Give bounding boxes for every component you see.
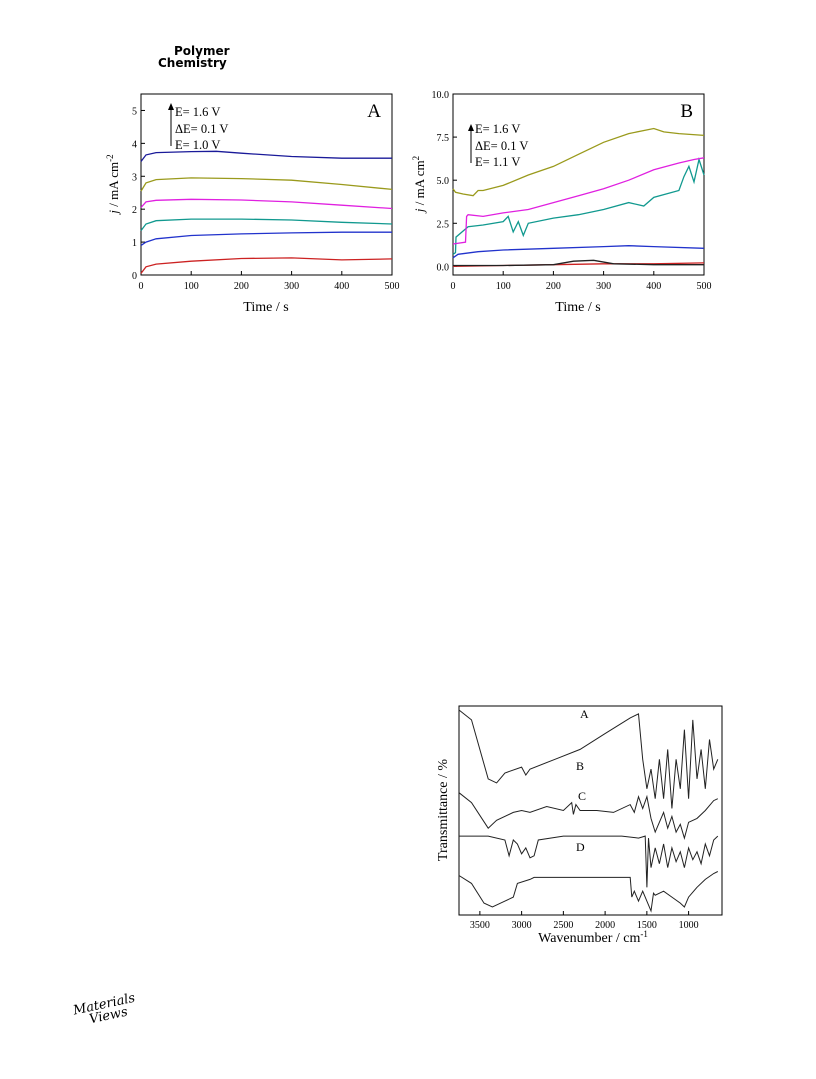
series-line-4 (140, 198, 393, 210)
series-label-b: B (576, 759, 584, 773)
annotation-step: ΔE= 0.1 V (175, 122, 228, 136)
plot-frame (452, 93, 705, 276)
series-label-a: A (580, 707, 589, 721)
journal-title-line2: Chemistry (158, 56, 227, 70)
x-tick-label: 3000 (512, 920, 532, 931)
x-tick-label: 100 (184, 281, 199, 292)
y-tick-label: 4 (132, 139, 137, 150)
chart-ftir: 3500 3000 2500 2000 1500 1000 Wavenumber / cm… (436, 705, 723, 946)
spectrum-A (458, 709, 719, 809)
y-tick-label: 7.5 (437, 133, 450, 144)
y-tick-label: 10.0 (432, 90, 450, 101)
annotation-bottom: E= 1.0 V (175, 138, 220, 152)
x-tick-label: 300 (596, 281, 611, 292)
materials-views-logo: Materials Views (72, 991, 139, 1030)
annotation-top: E= 1.6 V (175, 105, 220, 119)
series-line-4 (452, 157, 705, 255)
spectrum-D (458, 871, 719, 913)
journal-title-line1: Polymer (174, 44, 230, 58)
x-tick-label: 0 (451, 281, 456, 292)
chart-panel-a: 0 100 200 300 400 500 0 1 2 3 4 5 A E= 1.6 V ΔE= 0.… (105, 93, 400, 315)
series-line-5 (140, 177, 393, 192)
y-tick-label: 2.5 (437, 219, 450, 230)
spectrum-B (458, 792, 719, 840)
series-line-6 (452, 127, 705, 197)
chart-panel-b: 0 100 200 300 400 500 0.0 2.5 5.0 7.5 10.0 B E= 1.… (411, 90, 712, 315)
series-line-2 (140, 231, 392, 246)
increase-arrow-head (168, 103, 174, 110)
x-tick-label: 3500 (470, 920, 490, 931)
spectrum-C (459, 835, 719, 888)
y-tick-label: 2 (132, 205, 137, 216)
journal-title: Polymer Chemistry (158, 45, 230, 69)
x-tick-label: 100 (496, 281, 511, 292)
x-axis-label: Wavenumber / cm-1 (538, 929, 648, 946)
series-line-3 (140, 218, 393, 231)
series-label-c: C (578, 789, 586, 803)
y-axis-label: Transmittance / % (436, 759, 451, 861)
annotation-bottom: E= 1.1 V (475, 155, 520, 169)
x-tick-label: 2500 (553, 920, 573, 931)
x-tick-label: 0 (139, 281, 144, 292)
series-line-6 (140, 150, 392, 162)
increase-arrow-head (468, 124, 474, 131)
series-label-d: D (576, 840, 585, 854)
x-tick-label: 500 (385, 281, 400, 292)
x-tick-label: 2000 (595, 920, 615, 931)
y-tick-label: 3 (132, 172, 137, 183)
x-tick-label: 1500 (637, 920, 657, 931)
y-axis-label: j / mA cm2 (411, 156, 427, 214)
y-tick-label: 5.0 (437, 176, 450, 187)
y-tick-label: 5 (132, 106, 137, 117)
series-line-3 (452, 245, 705, 259)
annotation-step: ΔE= 0.1 V (475, 139, 528, 153)
panel-label: B (680, 101, 693, 122)
x-axis-label: Time / s (243, 300, 288, 315)
y-tick-label: 0 (132, 271, 137, 282)
series-line-5 (452, 157, 705, 245)
y-axis-label: j / mA cm-2 (105, 154, 121, 215)
panel-label: A (367, 101, 381, 122)
x-tick-label: 200 (546, 281, 561, 292)
x-axis-label: Time / s (555, 300, 600, 315)
y-tick-label: 1 (132, 238, 137, 249)
series-line-1 (140, 257, 393, 274)
series-line-2 (453, 259, 704, 267)
annotation-top: E= 1.6 V (475, 122, 520, 136)
y-tick-label: 0.0 (437, 262, 450, 273)
plot-frame (140, 93, 393, 276)
x-tick-label: 400 (646, 281, 661, 292)
plot-frame (458, 705, 723, 916)
x-tick-label: 200 (234, 281, 249, 292)
x-tick-label: 1000 (679, 920, 699, 931)
x-tick-label: 500 (697, 281, 712, 292)
x-tick-label: 300 (284, 281, 299, 292)
x-tick-label: 400 (334, 281, 349, 292)
